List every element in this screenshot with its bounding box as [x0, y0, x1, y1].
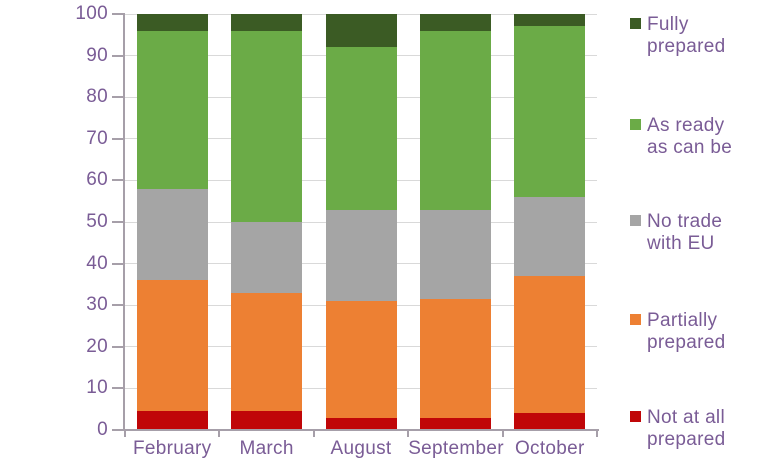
x-category-label: October: [514, 438, 585, 459]
bar-segment-fully-prepared: [136, 14, 208, 31]
bar-segment-partially-prepared: [136, 280, 208, 412]
y-tick-label: 80: [86, 86, 108, 108]
bar-segment-partially-prepared: [419, 298, 491, 418]
legend: Fully prepared As ready as can be No trade wi…: [630, 0, 768, 471]
bar-segment-fully-prepared: [231, 14, 303, 31]
x-category-label: August: [330, 438, 392, 459]
legend-label: No trade with EU: [647, 211, 723, 254]
y-axis-tick: [112, 304, 125, 307]
y-tick-label: 60: [86, 169, 108, 191]
y-tick-label: 20: [86, 335, 108, 357]
plot-area: [125, 13, 597, 430]
y-axis-tick: [112, 13, 125, 15]
bar-segment-as-ready-as-can-be: [231, 30, 303, 222]
bar-segment-no-trade-with-eu: [419, 209, 491, 299]
x-category-label: September: [408, 438, 504, 459]
bar-segment-partially-prepared: [514, 276, 586, 414]
legend-label: Partially prepared: [647, 310, 726, 353]
x-category-label: March: [239, 438, 294, 459]
bar-segment-not-at-all-prepared: [325, 417, 397, 430]
x-axis-tick: [218, 431, 221, 437]
x-axis-tick: [501, 431, 504, 437]
bar-segment-no-trade-with-eu: [325, 209, 397, 302]
legend-swatch-icon: [630, 314, 641, 325]
y-tick-label: 30: [86, 294, 108, 316]
legend-label: Not at all prepared: [647, 407, 726, 450]
y-tick-label: 40: [86, 252, 108, 274]
y-axis-tick: [112, 54, 125, 57]
x-axis-tick: [312, 431, 315, 437]
y-axis-tick: [112, 387, 125, 390]
bar-segment-no-trade-with-eu: [231, 222, 303, 293]
y-axis-tick: [112, 429, 125, 431]
bar-segment-partially-prepared: [325, 301, 397, 418]
bar-segment-fully-prepared: [419, 14, 491, 31]
bar-segment-not-at-all-prepared: [514, 413, 586, 430]
bar-segment-as-ready-as-can-be: [325, 47, 397, 210]
bar-segment-no-trade-with-eu: [514, 197, 586, 277]
y-axis-tick: [112, 96, 125, 99]
y-axis-tick: [112, 345, 125, 348]
bar-segment-as-ready-as-can-be: [136, 30, 208, 189]
y-tick-label: 90: [86, 44, 108, 66]
legend-swatch-icon: [630, 215, 641, 226]
y-axis-tick: [112, 179, 125, 182]
x-axis-tick: [596, 431, 598, 437]
y-axis-tick: [112, 221, 125, 223]
y-tick-label: 70: [86, 127, 108, 149]
legend-label: Fully prepared: [647, 14, 726, 57]
bar-segment-fully-prepared: [325, 14, 397, 48]
legend-swatch-icon: [630, 119, 641, 130]
x-axis-tick: [124, 431, 126, 437]
y-tick-label: 10: [86, 377, 108, 399]
bar-segment-partially-prepared: [231, 292, 303, 412]
y-axis-tick: [112, 262, 125, 265]
x-axis-line: [123, 429, 599, 431]
y-tick-label: 100: [75, 3, 108, 24]
bar-segment-fully-prepared: [514, 14, 586, 27]
x-category-label: February: [132, 438, 212, 459]
bar-segment-as-ready-as-can-be: [514, 26, 586, 198]
x-axis-tick: [407, 431, 410, 437]
bar-segment-as-ready-as-can-be: [419, 30, 491, 210]
bar-segment-not-at-all-prepared: [231, 411, 303, 430]
legend-swatch-icon: [630, 18, 641, 29]
bar-segment-no-trade-with-eu: [136, 188, 208, 281]
bar-segment-not-at-all-prepared: [136, 411, 208, 430]
y-tick-label: 0: [97, 419, 108, 440]
y-tick-label: 50: [86, 211, 108, 232]
y-axis-tick: [112, 137, 125, 140]
legend-swatch-icon: [630, 411, 641, 422]
legend-label: As ready as can be: [647, 115, 733, 158]
bar-segment-not-at-all-prepared: [419, 417, 491, 430]
